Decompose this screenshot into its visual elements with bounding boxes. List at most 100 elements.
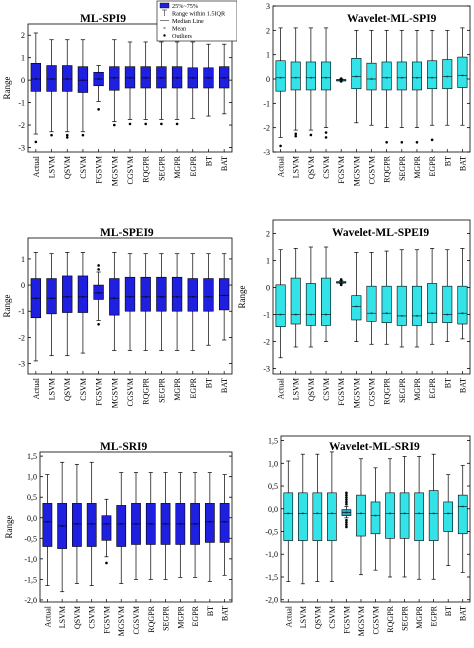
mean-marker [66,78,69,81]
outlier-point [345,491,348,495]
y-tick-label: 1 [21,54,25,63]
mean-marker [370,78,373,80]
chart-title: ML-SRI9 [100,441,148,453]
mean-marker [325,76,328,79]
mean-marker [345,511,348,514]
category-label: BAT [220,378,229,393]
chart-panel: -2,0 -1,5 -1,0 -0,5 0,0 0,5 1,0 1,5 Wavelet-ML-S… [237,428,474,648]
outlier-point [345,525,348,529]
outlier-point [345,523,348,526]
mean-marker [66,295,69,298]
mean-marker [207,295,210,298]
box-iqr [442,59,453,90]
y-axis-label: Range [237,286,247,309]
box-iqr [109,66,120,91]
y-tick-label: 3 [266,2,270,11]
box-iqr [385,492,395,539]
mean-marker [355,75,358,78]
mean-marker [50,297,53,300]
mean-marker [34,78,37,81]
category-label: FGSVM [337,378,346,406]
mean-marker [81,295,84,298]
y-tick-label: 2 [266,26,270,35]
y-tick-label: -0,5 [24,534,37,543]
mean-marker [294,76,297,79]
category-label: SEGPR [157,377,166,403]
category-label: BT [206,606,215,616]
chart-panel: -3 -2 -1 0 1 2 Range Wavelet-ML-SPEI9 Actual LSVM… [237,214,474,433]
category-label: LSVM [292,156,301,178]
category-label: MGPR [173,155,182,178]
y-tick-label: 1,5 [27,452,37,461]
box-iqr [321,277,332,326]
y-axis-label: Range [2,295,12,318]
outlier-point [385,140,388,144]
legend-outlier-symbol [163,34,166,37]
y-tick-label: -2 [263,338,270,347]
boxplot-svg: -3 -2 -1 0 1 2 3 Wavelet-ML-SPI9 Actual LSVM QSVM C… [263,2,471,186]
outlier-point [97,108,100,111]
mean-marker [330,512,333,515]
box-iqr [457,285,468,325]
box-iqr [140,66,151,89]
mean-marker [61,524,64,527]
mean-marker [447,512,450,515]
mean-marker [113,297,116,300]
y-tick-label: -1,0 [265,550,278,559]
mean-marker [431,312,434,315]
mean-marker [279,313,282,316]
category-label: CGSVM [132,606,141,634]
box-iqr [156,66,167,89]
box-iqr [187,278,198,312]
box-iqr [414,492,424,541]
y-tick-label: -3 [18,144,25,153]
category-label: EGPR [428,155,437,176]
mean-marker [90,522,93,525]
category-label: MGSVM [352,378,361,408]
y-axis-label: Range [2,77,12,100]
y-tick-label: -3 [18,360,25,369]
outlier-point [50,133,53,137]
category-label: RQGPR [142,377,151,404]
mean-marker [400,314,403,317]
category-label: MGSVM [117,606,126,636]
box-iqr [46,65,57,92]
legend-median-label: Median Line [172,18,204,25]
outlier-point [345,518,348,522]
y-tick-label: -2 [18,121,25,130]
mean-marker [418,512,421,515]
category-label: QSVM [73,606,82,629]
category-label: CGSVM [372,606,381,634]
mean-marker [164,522,167,525]
mean-marker [340,78,343,81]
mean-marker [120,522,123,525]
box-iqr [30,62,42,92]
category-label: QSVM [307,378,316,401]
outlier-point [324,131,328,134]
category-label: LSVM [299,606,308,628]
legend-frame [156,0,238,42]
box-iqr [156,276,167,312]
box-iqr [62,275,73,313]
outlier-point [279,144,282,148]
box-iqr [86,503,97,547]
outlier-point [294,132,298,136]
y-tick-label: -1 [18,99,25,108]
outlier-point [430,138,434,142]
box-iqr [93,284,104,300]
category-label: LSVM [58,606,67,628]
box-iqr [62,65,73,92]
category-label: Actual [43,605,52,627]
mean-marker [223,76,226,79]
mean-marker [415,314,418,317]
box-iqr [396,285,407,326]
box-iqr [427,283,438,323]
outlier-point [345,502,348,506]
chart-title: Wavelet-ML-SPI9 [347,13,437,25]
outlier-point [175,122,179,126]
box-iqr [381,285,392,323]
mean-marker [207,76,210,79]
category-label: CSVM [322,156,331,179]
category-label: CGSVM [368,378,377,406]
box-iqr [116,505,127,547]
